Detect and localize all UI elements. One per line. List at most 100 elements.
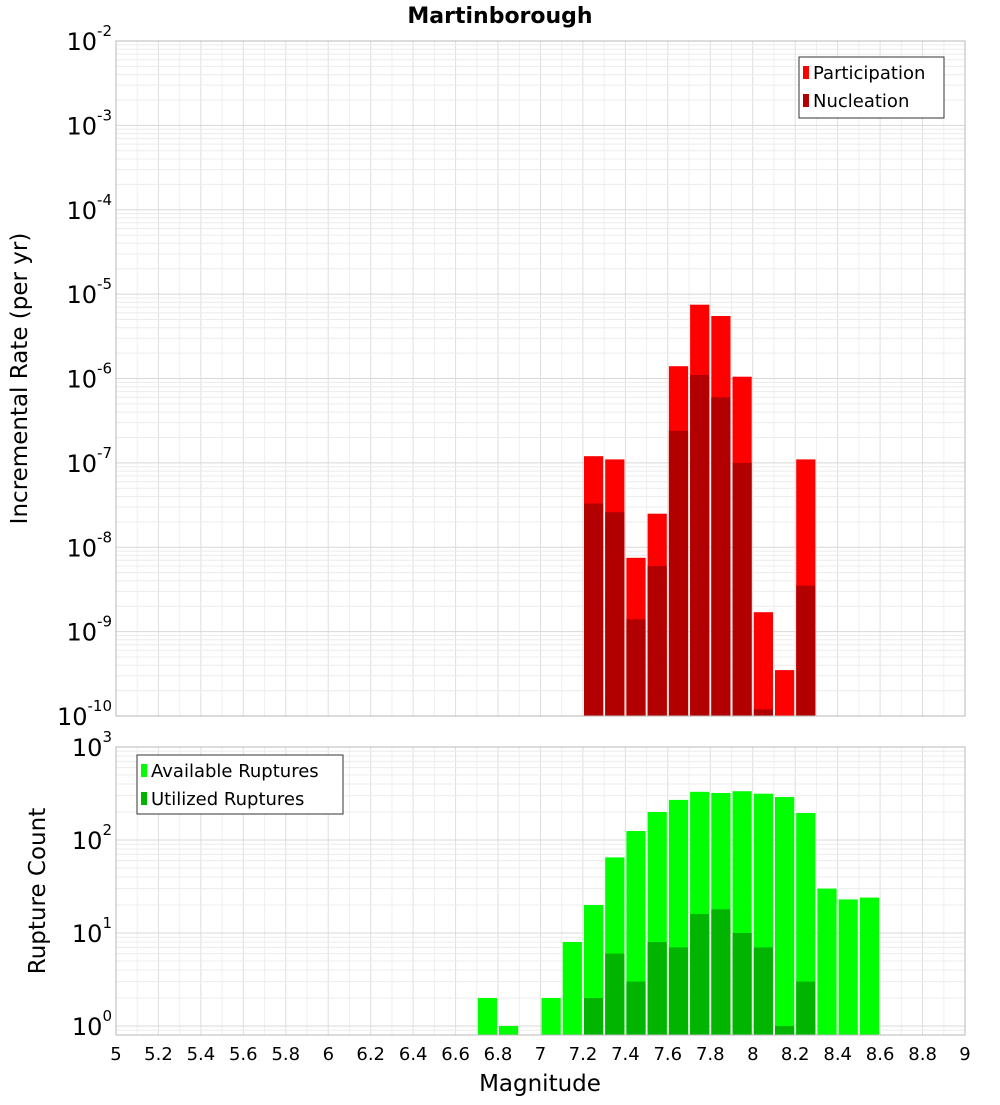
count-bar	[838, 899, 858, 1035]
xtick-label: 7	[535, 1044, 546, 1065]
rate-bar	[753, 612, 773, 716]
xtick-label: 6.4	[399, 1044, 428, 1065]
count-bar	[711, 909, 731, 1035]
count-bar	[796, 813, 816, 1035]
rate-bar	[690, 375, 710, 716]
count-bar	[817, 888, 837, 1035]
xtick-label: 6	[323, 1044, 334, 1065]
rate-bar	[668, 430, 689, 716]
count-bar	[732, 933, 752, 1035]
rate-ylabel: Incremental Rate (per yr)	[7, 233, 33, 525]
count-bar	[775, 1026, 795, 1035]
rate-ytick-exp: -5	[97, 275, 112, 293]
xtick-label: 6.8	[484, 1044, 513, 1065]
xtick-label: 7.2	[569, 1044, 598, 1065]
rate-ytick-exp: -2	[97, 22, 112, 40]
rate-ytick-label: 10-4	[66, 191, 112, 225]
rate-bar	[647, 566, 667, 716]
count-ylabel: Rupture Count	[25, 808, 51, 974]
xtick-label: 7.8	[696, 1044, 725, 1065]
count-legend-label: Available Ruptures	[151, 761, 319, 782]
rate-ytick-label: 10-6	[66, 360, 112, 394]
rate-ytick-label: 10-8	[66, 528, 112, 562]
count-bar	[668, 947, 689, 1035]
count-bar	[477, 998, 497, 1035]
count-ytick-exp: 1	[102, 914, 112, 932]
count-bar	[499, 1026, 519, 1035]
count-legend-box	[136, 754, 344, 815]
rate-ytick-label: 10-5	[66, 275, 112, 309]
count-bar	[562, 942, 582, 1035]
xtick-label: 8	[747, 1044, 758, 1065]
chart-title: Martinborough	[407, 4, 592, 29]
rate-bar	[732, 462, 752, 716]
rate-ytick-exp: -9	[97, 613, 112, 631]
rate-ytick-exp: -6	[97, 360, 112, 378]
rate-ytick-label: 10-9	[66, 613, 112, 647]
rate-series-1	[584, 375, 816, 716]
count-legend-swatch	[141, 792, 147, 805]
count-ytick-base: 10	[72, 734, 103, 762]
count-bar	[541, 998, 561, 1035]
rate-legend: Participation Nucleation	[798, 56, 945, 119]
count-ytick-exp: 2	[102, 821, 112, 839]
count-ytick-label: 101	[72, 914, 112, 948]
rate-legend-box	[798, 56, 945, 119]
rate-ytick-label: 10-2	[66, 22, 112, 56]
rate-legend-swatch	[803, 94, 809, 107]
count-legend-swatch	[141, 764, 147, 777]
xtick-label: 8.4	[823, 1044, 852, 1065]
rate-bar	[775, 670, 795, 716]
count-ytick-exp: 3	[102, 728, 112, 746]
rate-ytick-base: 10	[66, 534, 97, 562]
rate-bar	[796, 585, 816, 716]
xtick-label: 6.2	[356, 1044, 385, 1065]
rate-ytick-exp: -8	[97, 528, 112, 546]
rate-ytick-exp: -10	[88, 697, 113, 715]
rate-ytick-label: 10-10	[57, 697, 112, 731]
rate-ytick-base: 10	[66, 281, 97, 309]
xtick-label: 5.6	[229, 1044, 258, 1065]
count-bar	[859, 897, 880, 1035]
rate-plot-frame	[115, 40, 966, 717]
rate-ytick-base: 10	[66, 619, 97, 647]
rate-ytick-label: 10-3	[66, 106, 112, 140]
rate-bar	[584, 503, 604, 716]
rate-legend-label: Participation	[813, 63, 925, 84]
rate-grid	[115, 40, 966, 717]
count-ytick-label: 102	[72, 821, 112, 855]
xtick-label: 8.8	[908, 1044, 937, 1065]
count-bar	[605, 953, 625, 1035]
count-ytick-label: 100	[72, 1007, 112, 1041]
xtick-label: 9	[959, 1044, 970, 1065]
rate-bar	[605, 512, 625, 716]
count-ytick-exp: 0	[102, 1007, 112, 1025]
rate-bar	[753, 709, 773, 716]
xaxis-label: Magnitude	[479, 1071, 601, 1097]
count-plot-frame	[115, 746, 966, 1036]
xtick-label: 7.6	[653, 1044, 682, 1065]
rate-ytick-label: 10-7	[66, 444, 112, 478]
count-legend: Available Ruptures Utilized Ruptures	[136, 754, 344, 815]
xtick-label: 5.4	[187, 1044, 216, 1065]
rate-ytick-base: 10	[66, 28, 97, 56]
count-bar	[584, 998, 604, 1035]
rate-legend-swatch	[803, 66, 809, 79]
count-bar	[626, 981, 646, 1035]
count-bar	[690, 914, 710, 1035]
rate-ytick-base: 10	[66, 197, 97, 225]
rate-bar	[626, 619, 646, 716]
count-ytick-base: 10	[72, 1013, 103, 1041]
rate-legend-label: Nucleation	[813, 91, 909, 112]
xtick-label: 6.6	[441, 1044, 470, 1065]
xtick-label: 5.8	[271, 1044, 300, 1065]
rate-bar	[711, 397, 731, 716]
rate-ytick-exp: -7	[97, 444, 112, 462]
count-bar	[775, 797, 795, 1035]
xtick-label: 8.2	[781, 1044, 810, 1065]
rate-ytick-base: 10	[66, 366, 97, 394]
count-ytick-base: 10	[72, 827, 103, 855]
count-bar	[796, 981, 816, 1035]
rate-ytick-base: 10	[57, 703, 88, 731]
